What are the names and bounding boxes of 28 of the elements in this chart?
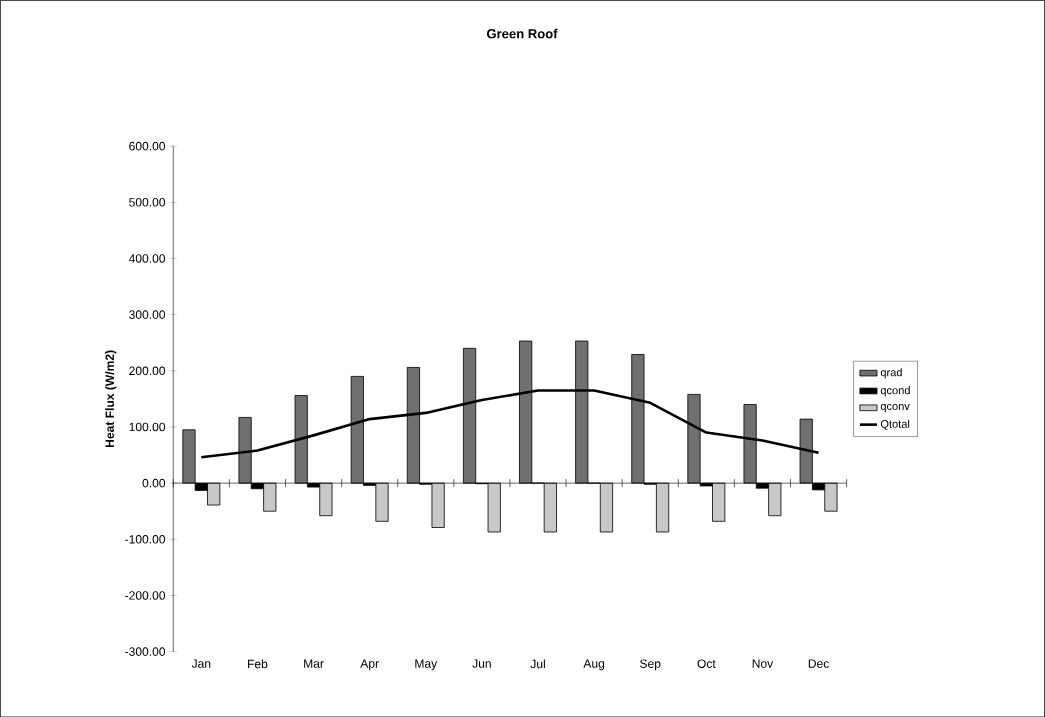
y-tick-label: 400.00	[128, 254, 166, 263]
x-tick-label: May	[415, 659, 438, 670]
legend-label: qcond	[880, 385, 910, 397]
x-tick-label: Nov	[752, 659, 774, 668]
y-tick-label: 600.00	[129, 141, 166, 151]
x-tick-label: Jun	[472, 659, 491, 668]
legend-label: qconv	[880, 403, 910, 412]
x-tick-label: Aug	[583, 659, 605, 670]
y-tick-label: 100.00	[129, 422, 166, 432]
y-tick-label: -300.00	[125, 647, 166, 656]
x-tick-label: Dec	[808, 659, 829, 668]
x-tick-label: Jul	[530, 659, 545, 669]
legend-label: qrad	[880, 368, 902, 379]
y-tick-label: 500.00	[129, 197, 166, 207]
y-tick-label: 200.00	[129, 366, 166, 375]
chart-title: Green Roof	[486, 28, 558, 39]
y-axis-title: Heat Flux (W/m2)	[105, 350, 117, 447]
x-tick-label: Sep	[640, 659, 661, 671]
y-tick-label: -100.00	[125, 534, 166, 544]
y-tick-label: 300.00	[129, 310, 166, 319]
x-tick-label: Apr	[360, 659, 379, 670]
x-tick-label: Mar	[304, 659, 324, 668]
x-tick-label: Oct	[697, 659, 716, 668]
y-tick-label: -200.00	[125, 591, 166, 600]
legend-label: Qtotal	[880, 419, 910, 430]
x-tick-label: Jan	[191, 659, 211, 668]
x-tick-label: Feb	[248, 659, 268, 669]
y-tick-label: 0.00	[142, 478, 166, 488]
